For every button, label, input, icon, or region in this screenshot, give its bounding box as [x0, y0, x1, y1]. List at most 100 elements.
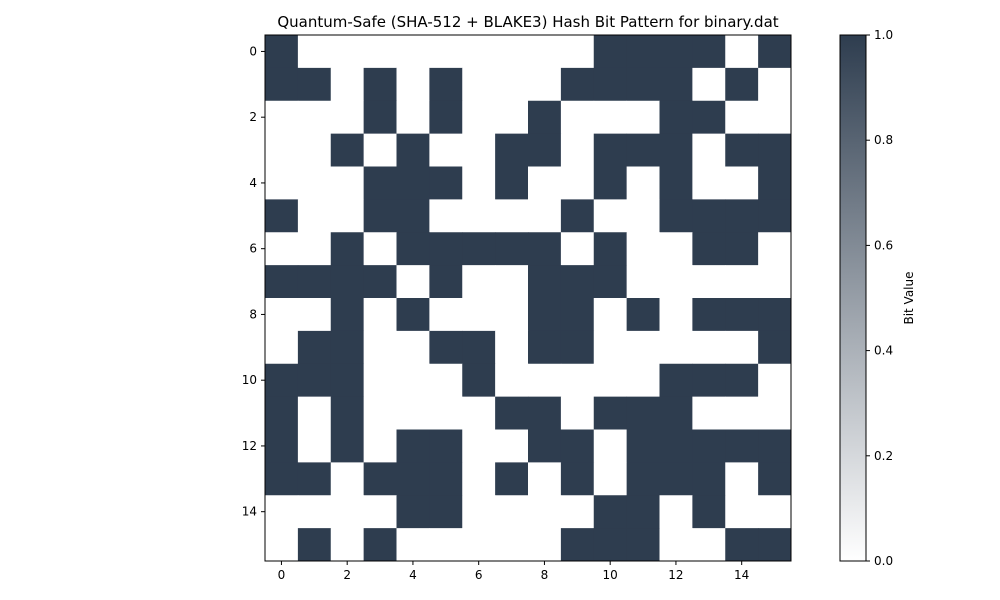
heatmap-cell	[265, 495, 299, 529]
heatmap-cell	[626, 265, 660, 299]
heatmap-cell	[429, 429, 463, 463]
heatmap-cell	[429, 528, 463, 562]
heatmap-cell	[560, 528, 595, 562]
heatmap-cell	[626, 298, 660, 332]
heatmap-cell	[560, 265, 595, 299]
heatmap-cell	[297, 133, 332, 167]
heatmap-cell	[528, 330, 562, 365]
heatmap-cell	[396, 100, 430, 135]
heatmap-cell	[462, 363, 496, 398]
heatmap-cell	[626, 462, 660, 496]
heatmap-cell	[692, 462, 726, 496]
heatmap-cell	[495, 429, 529, 463]
heatmap-cell	[528, 363, 562, 398]
heatmap-cell	[758, 429, 792, 463]
heatmap-cell	[725, 199, 759, 233]
heatmap-cell	[363, 495, 397, 529]
x-tick-label: 4	[409, 568, 417, 582]
heatmap-cell	[528, 528, 562, 562]
heatmap-cell	[396, 429, 430, 463]
heatmap-cell	[626, 67, 660, 102]
heatmap-cell	[363, 67, 397, 102]
heatmap-cell	[495, 528, 529, 562]
heatmap-cell	[363, 429, 397, 463]
heatmap-cell	[265, 429, 299, 463]
heatmap-cell	[429, 396, 463, 430]
heatmap-cell	[560, 363, 595, 398]
heatmap-cell	[659, 35, 693, 69]
heatmap-cell	[297, 330, 332, 365]
heatmap-cells	[265, 35, 792, 562]
heatmap-cell	[725, 528, 759, 562]
heatmap-cell	[593, 495, 628, 529]
heatmap-cell	[396, 35, 430, 69]
x-axis-ticks: 0 2 4 6 8 10 12 14	[278, 561, 749, 582]
colorbar-tick-label: 0.8	[874, 133, 893, 147]
heatmap-cell	[297, 166, 332, 200]
colorbar-tick-label: 1.0	[874, 28, 893, 42]
heatmap-cell	[528, 166, 562, 200]
heatmap-cell	[396, 265, 430, 299]
heatmap-cell	[429, 133, 463, 167]
heatmap-cell	[626, 396, 660, 430]
heatmap-cell	[297, 298, 332, 332]
heatmap-cell	[626, 166, 660, 200]
heatmap-cell	[396, 166, 430, 200]
heatmap-cell	[659, 462, 693, 496]
colorbar-gradient	[839, 34, 867, 562]
heatmap-cell	[593, 330, 628, 365]
heatmap-cell	[495, 298, 529, 332]
heatmap-cell	[265, 462, 299, 496]
heatmap-cell	[363, 35, 397, 69]
heatmap-cell	[593, 429, 628, 463]
heatmap-cell	[396, 462, 430, 496]
heatmap-cell	[659, 232, 693, 266]
heatmap-cell	[462, 330, 496, 365]
heatmap-cell	[692, 67, 726, 102]
heatmap-cell	[560, 133, 595, 167]
heatmap-cell	[495, 67, 529, 102]
y-tick-label: 6	[249, 242, 257, 256]
heatmap-cell	[692, 199, 726, 233]
heatmap-cell	[265, 232, 299, 266]
heatmap-cell	[363, 298, 397, 332]
heatmap-cell	[593, 462, 628, 496]
heatmap-cell	[297, 100, 332, 135]
heatmap-cell	[462, 232, 496, 266]
heatmap-cell	[528, 199, 562, 233]
heatmap-cell	[265, 166, 299, 200]
heatmap-cell	[265, 330, 299, 365]
heatmap-cell	[626, 199, 660, 233]
x-tick-label: 8	[541, 568, 549, 582]
heatmap-cell	[330, 166, 365, 200]
heatmap-cell	[363, 265, 397, 299]
heatmap-cell	[725, 133, 759, 167]
heatmap-cell	[528, 67, 562, 102]
heatmap-cell	[725, 462, 759, 496]
heatmap-cell	[396, 298, 430, 332]
heatmap-cell	[429, 363, 463, 398]
heatmap-cell	[593, 396, 628, 430]
heatmap-cell	[396, 495, 430, 529]
heatmap-cell	[297, 35, 332, 69]
heatmap-cell	[528, 265, 562, 299]
heatmap-cell	[725, 396, 759, 430]
heatmap-cell	[462, 133, 496, 167]
heatmap-cell	[495, 199, 529, 233]
heatmap-cell	[725, 35, 759, 69]
heatmap-cell	[495, 330, 529, 365]
heatmap-cell	[725, 363, 759, 398]
heatmap-cell	[429, 35, 463, 69]
heatmap-cell	[593, 35, 628, 69]
heatmap-cell	[429, 462, 463, 496]
heatmap-cell	[363, 133, 397, 167]
heatmap-cell	[265, 298, 299, 332]
heatmap-cell	[528, 298, 562, 332]
heatmap-cell	[462, 67, 496, 102]
chart-title: Quantum-Safe (SHA-512 + BLAKE3) Hash Bit…	[277, 13, 778, 31]
heatmap-cell	[593, 265, 628, 299]
heatmap-cell	[758, 462, 792, 496]
heatmap-cell	[692, 133, 726, 167]
heatmap-cell	[495, 35, 529, 69]
